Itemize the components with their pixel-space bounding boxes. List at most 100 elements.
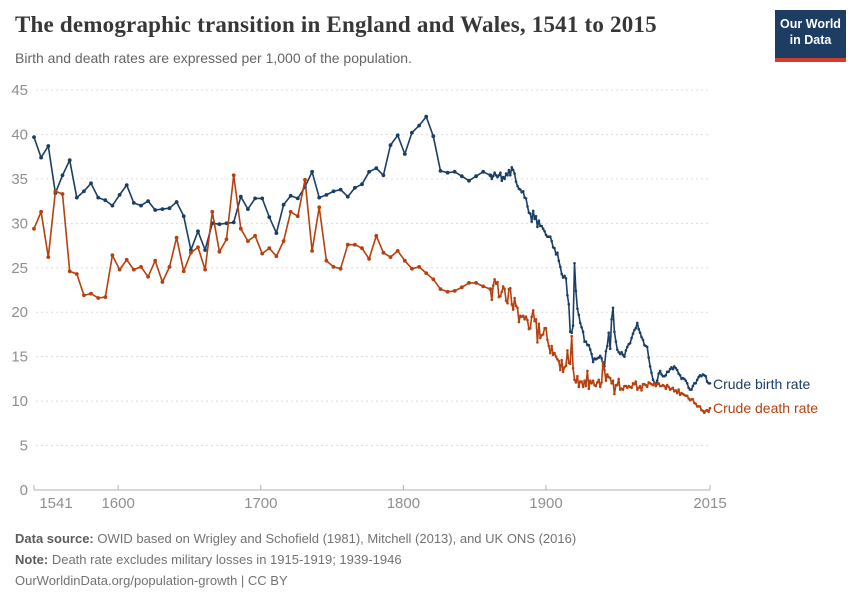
crude-death-rate-point: [153, 258, 158, 263]
crude-birth-rate-point: [481, 169, 486, 174]
crude-death-rate-point: [636, 388, 639, 391]
crude-death-rate-point: [82, 293, 86, 298]
crude-death-rate-point: [493, 278, 496, 281]
crude-birth-rate-point: [494, 174, 498, 177]
crude-birth-rate-point: [584, 340, 588, 343]
crude-birth-rate-point: [395, 133, 400, 138]
crude-birth-rate-point: [438, 169, 443, 173]
crude-death-rate-point: [591, 379, 595, 383]
crude-death-rate-point: [630, 386, 633, 390]
crude-death-rate-point: [598, 385, 602, 389]
crude-death-rate-point: [547, 344, 551, 348]
crude-birth-rate-point: [563, 274, 566, 278]
crude-birth-rate-point: [544, 233, 548, 237]
crude-birth-rate-point: [675, 368, 679, 372]
crude-death-rate-point: [303, 177, 307, 182]
crude-birth-rate-point: [32, 135, 36, 140]
crude-birth-rate-point: [617, 350, 620, 354]
crude-death-rate-point: [617, 377, 620, 381]
crude-death-rate-point: [491, 284, 495, 287]
crude-death-rate-point: [581, 385, 585, 389]
crude-death-rate-point: [526, 318, 529, 322]
crude-birth-rate-point: [174, 200, 179, 204]
crude-birth-rate-point: [566, 294, 569, 297]
crude-birth-rate-point: [621, 353, 625, 357]
crude-death-rate-point: [597, 378, 601, 382]
crude-birth-rate-point: [503, 177, 506, 181]
crude-birth-rate-point: [160, 207, 165, 212]
crude-birth-rate-point: [670, 366, 673, 369]
crude-birth-rate-point: [581, 330, 585, 334]
crude-birth-rate-point: [591, 360, 595, 364]
crude-death-rate-point: [506, 302, 509, 305]
crude-birth-rate-point: [708, 382, 712, 385]
crude-death-rate-point: [654, 384, 658, 388]
crude-birth-rate-point: [678, 374, 682, 377]
crude-death-rate-point: [644, 383, 648, 387]
crude-death-rate-point: [117, 267, 122, 272]
crude-death-rate-point: [295, 214, 300, 219]
crude-death-rate-point: [626, 386, 629, 390]
crude-birth-rate-point: [564, 277, 568, 280]
crude-birth-rate-point: [673, 365, 676, 368]
crude-birth-rate-point: [281, 202, 286, 207]
crude-death-rate-point: [467, 281, 471, 285]
crude-birth-rate-point: [540, 224, 543, 228]
crude-death-rate-point: [521, 314, 525, 318]
crude-birth-rate-point: [638, 331, 642, 335]
crude-death-rate-point: [671, 386, 675, 390]
footer-note-line: Note: Death rate excludes military losse…: [15, 549, 576, 570]
crude-death-rate-point: [210, 209, 215, 214]
crude-death-rate-point: [640, 389, 643, 392]
crude-birth-rate-point: [705, 380, 709, 383]
crude-death-rate-point: [687, 397, 690, 400]
crude-death-rate-point: [566, 349, 569, 352]
crude-death-rate-point: [701, 409, 705, 413]
crude-death-rate-point: [691, 398, 695, 401]
crude-death-rate-point: [131, 267, 136, 272]
crude-death-rate-point: [553, 351, 556, 355]
crude-birth-rate-point: [288, 193, 293, 198]
crude-birth-rate-point: [636, 321, 639, 325]
crude-death-rate-point: [452, 289, 457, 293]
crude-birth-rate-point: [499, 171, 502, 174]
crude-birth-rate-point: [687, 386, 690, 390]
crude-death-rate-point: [324, 258, 329, 263]
crude-death-rate-point: [496, 280, 499, 284]
crude-birth-rate-point: [260, 196, 265, 201]
crude-death-rate-point: [634, 380, 638, 383]
crude-birth-rate-point: [677, 372, 680, 375]
crude-birth-rate-point: [513, 172, 516, 175]
x-axis-tick-label: 1900: [529, 495, 562, 512]
crude-death-rate-point: [374, 233, 379, 238]
crude-birth-rate-point: [587, 343, 591, 347]
crude-death-rate-point: [677, 388, 680, 391]
crude-birth-rate-point: [516, 184, 519, 188]
crude-death-rate-point: [499, 294, 502, 298]
crude-birth-rate-point: [606, 344, 609, 348]
crude-death-rate-point: [529, 326, 532, 330]
crude-death-rate-point: [583, 379, 586, 383]
crude-birth-rate-point: [445, 170, 450, 175]
crude-death-rate-point: [139, 265, 143, 269]
crude-death-rate-point: [360, 246, 364, 251]
crude-birth-rate-point: [519, 188, 522, 191]
crude-birth-rate-point: [474, 174, 478, 179]
legend-label-crude-birth-rate: Crude birth rate: [713, 376, 811, 392]
crude-death-rate-point: [274, 254, 279, 259]
crude-birth-rate-point: [96, 195, 101, 200]
crude-death-rate-point: [67, 269, 72, 274]
crude-birth-rate-point: [514, 180, 518, 183]
crude-death-rate-point: [653, 381, 656, 384]
crude-death-rate-point: [388, 255, 393, 259]
x-axis-tick-label: 1541: [39, 495, 72, 512]
page-subtitle: Birth and death rates are expressed per …: [15, 50, 412, 66]
crude-birth-rate-point: [381, 173, 386, 178]
crude-birth-rate-point: [153, 208, 158, 212]
crude-death-rate-point: [546, 338, 549, 342]
crude-birth-rate-point: [561, 276, 565, 279]
crude-birth-rate-point: [570, 331, 573, 335]
crude-birth-rate-point: [590, 352, 593, 356]
